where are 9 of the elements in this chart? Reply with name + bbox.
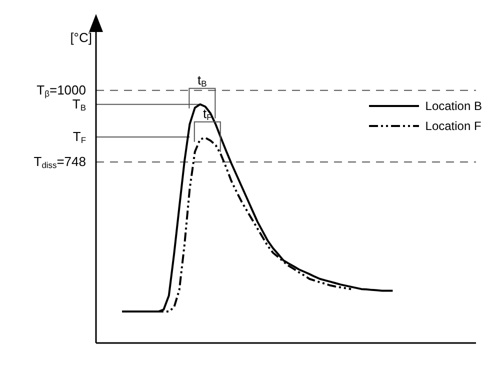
y-tick-label: T$_{F}$	[72, 128, 86, 146]
y-axis-title: [°C]	[70, 30, 92, 45]
y-tick-label: T$_{diss}$=748	[34, 154, 86, 170]
annotation: t$_{B}$	[198, 72, 208, 89]
line-series	[121, 103, 394, 312]
y-tick-label: T$_{B}$	[72, 96, 86, 113]
legend-label: Location F	[425, 119, 482, 133]
legend-label: Location B	[425, 99, 482, 113]
y-tick-label: T$_{β}$=1000	[36, 82, 86, 99]
